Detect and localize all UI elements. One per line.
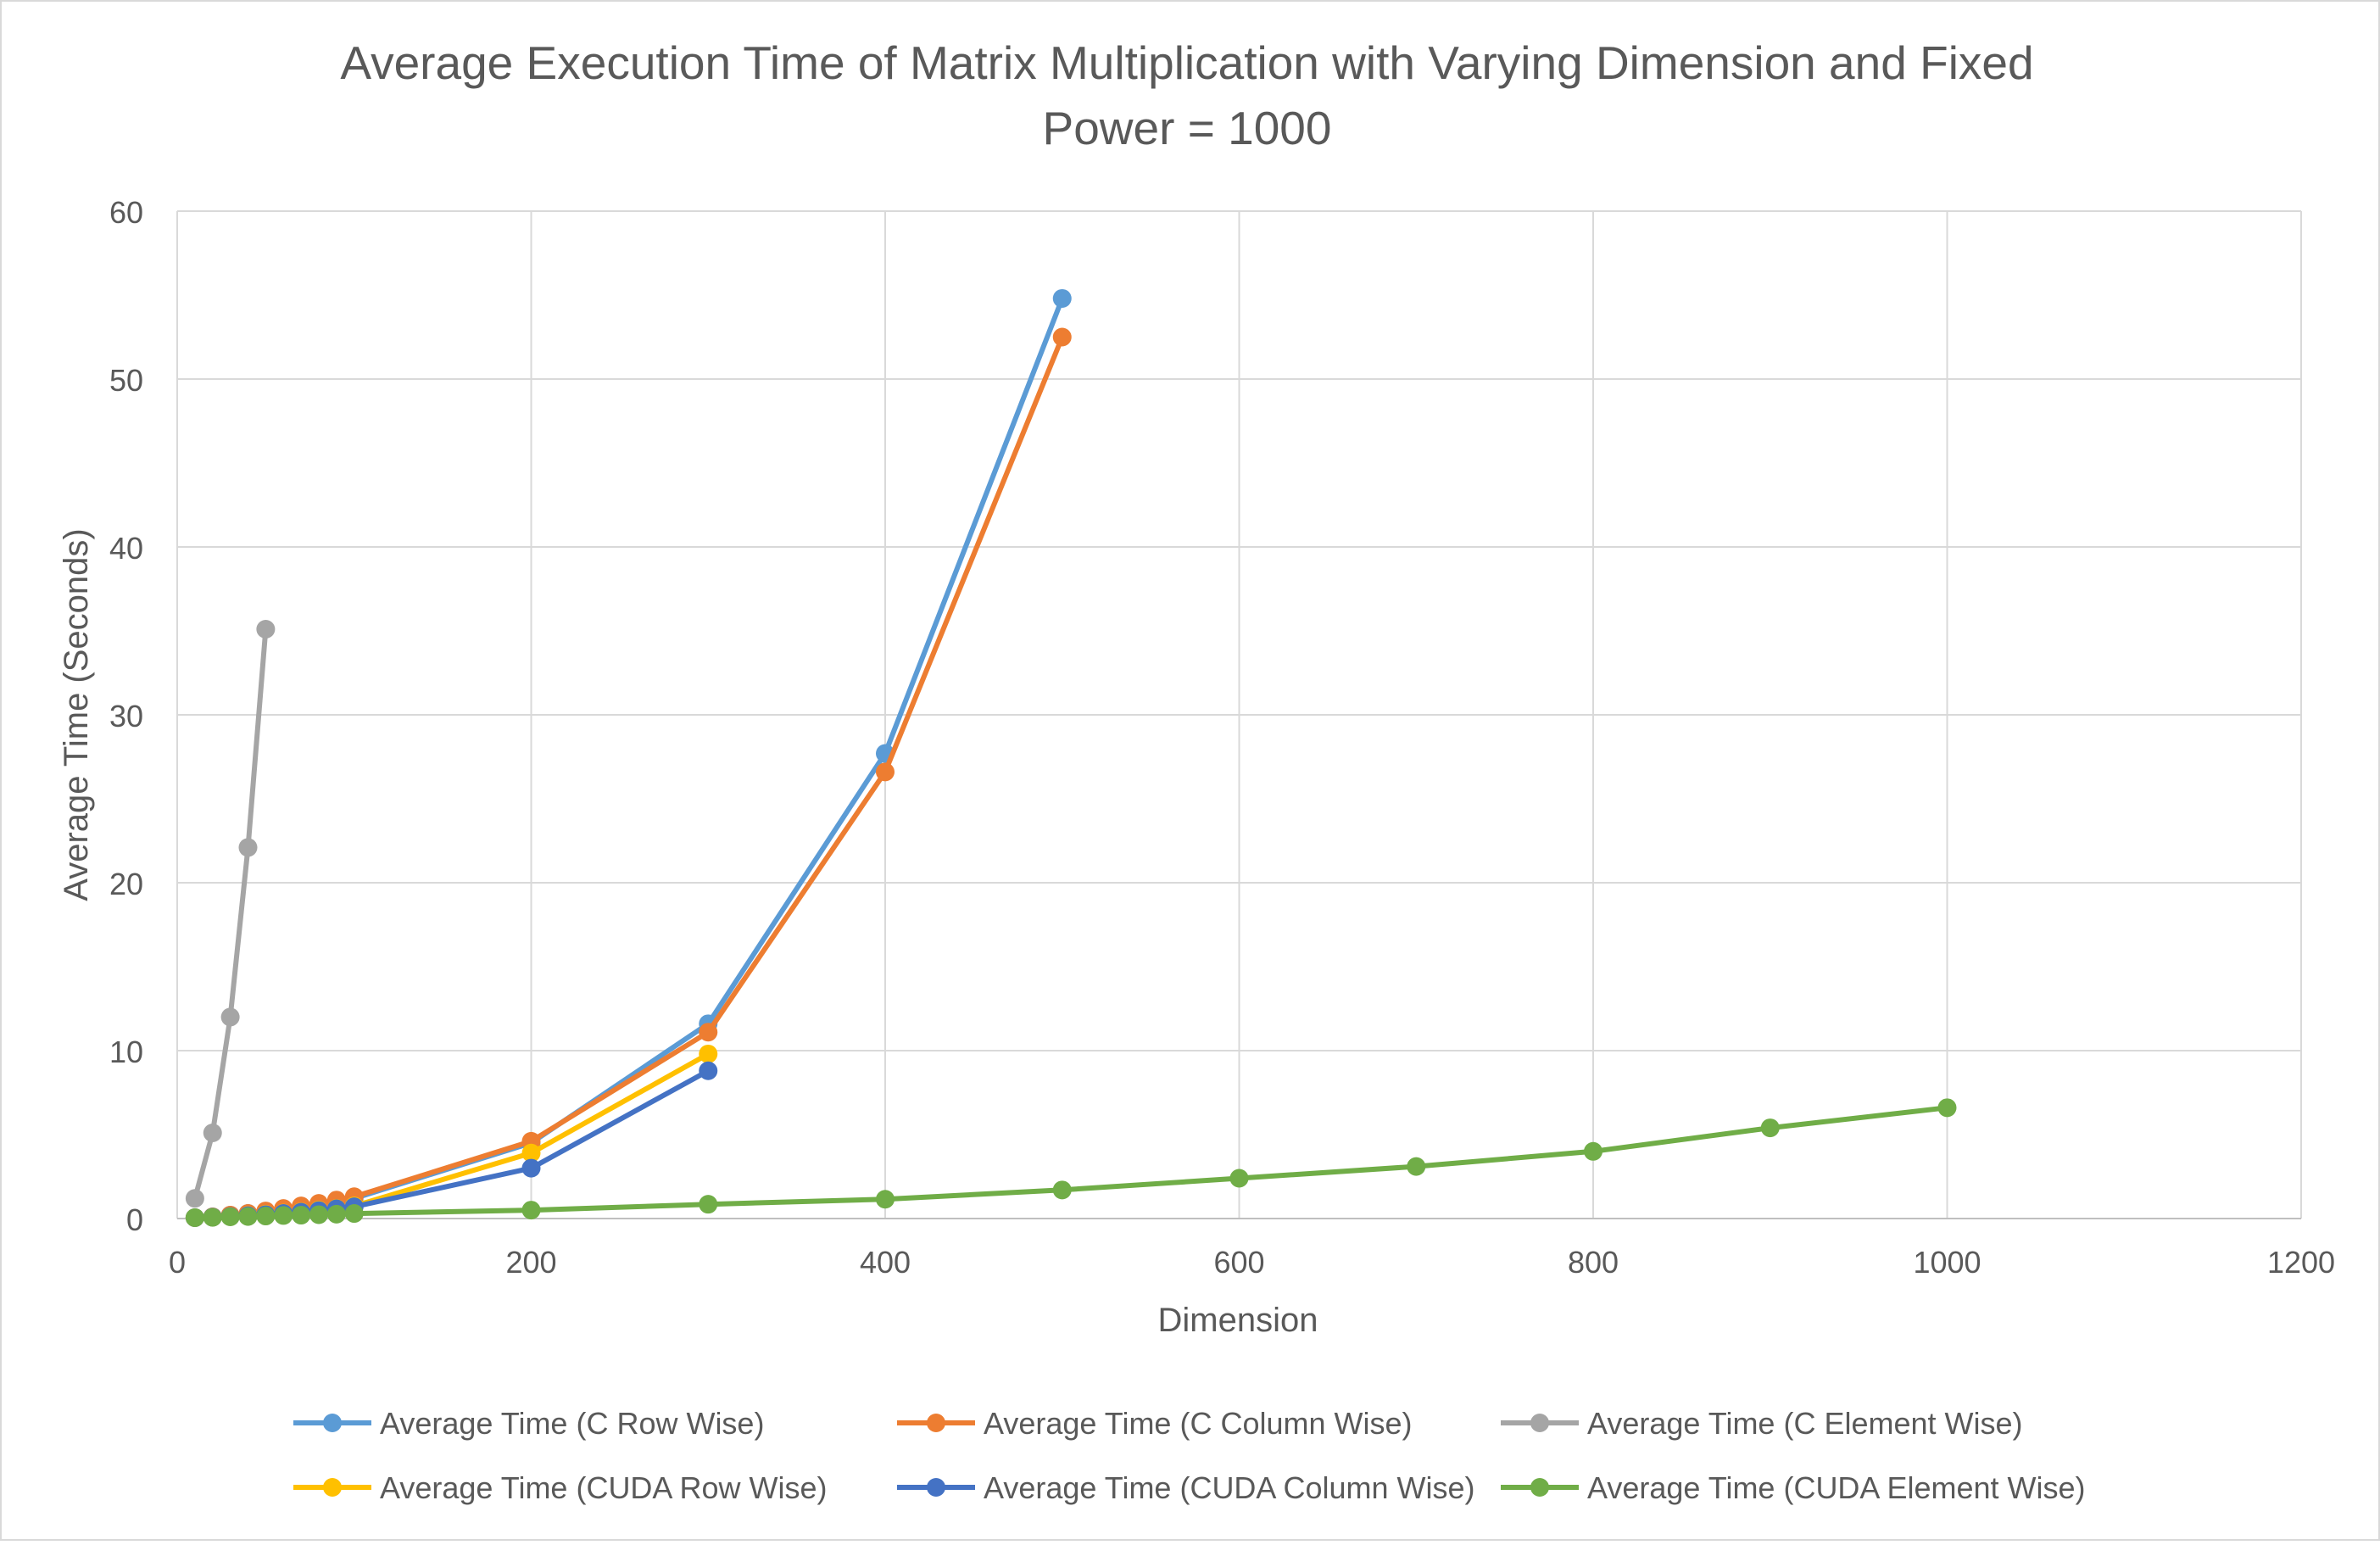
y-tick-label: 40 [109, 531, 143, 566]
data-point [256, 1207, 276, 1226]
data-point [220, 1007, 240, 1027]
data-point [326, 1204, 346, 1224]
legend-item: Average Time (C Row Wise) [293, 1406, 764, 1441]
data-point [876, 1190, 895, 1209]
legend: Average Time (C Row Wise) Average Time (C… [293, 1406, 2086, 1505]
data-point [1760, 1118, 1780, 1138]
series-lines [185, 288, 1957, 1228]
legend-label: Average Time (C Element Wise) [1587, 1406, 2023, 1441]
legend-swatch-marker [927, 1478, 945, 1497]
y-tick-label: 50 [109, 363, 143, 398]
data-point [344, 1204, 364, 1224]
data-point [203, 1124, 222, 1143]
legend-item: Average Time (CUDA Element Wise) [1501, 1470, 2086, 1505]
data-point [1052, 327, 1072, 347]
data-point [292, 1206, 311, 1225]
data-point [1052, 1180, 1072, 1200]
data-point [1229, 1169, 1249, 1188]
x-tick-label: 1000 [1913, 1245, 1981, 1280]
legend-label: Average Time (CUDA Row Wise) [380, 1470, 827, 1505]
chart-title-line-2: Power = 1000 [1043, 102, 1332, 154]
data-point [220, 1208, 240, 1227]
x-tick-label: 1200 [2267, 1245, 2335, 1280]
legend-label: Average Time (C Column Wise) [984, 1406, 1412, 1441]
legend-swatch-marker [323, 1478, 342, 1497]
x-tick-label: 800 [1568, 1245, 1619, 1280]
legend-item: Average Time (CUDA Row Wise) [293, 1470, 827, 1505]
legend-item: Average Time (CUDA Column Wise) [897, 1470, 1475, 1505]
data-point [203, 1208, 222, 1227]
data-point [1937, 1098, 1957, 1118]
data-point [521, 1158, 541, 1178]
data-point [238, 1207, 258, 1226]
series-3 [185, 620, 276, 1208]
y-tick-label: 10 [109, 1035, 143, 1069]
data-point [699, 1023, 718, 1042]
series-6 [185, 1098, 1957, 1228]
chart-title-line-1: Average Execution Time of Matrix Multipl… [340, 36, 2033, 89]
y-tick-label: 20 [109, 867, 143, 901]
x-tick-label: 600 [1213, 1245, 1264, 1280]
data-point [238, 838, 258, 857]
x-axis-label: Dimension [1158, 1302, 1318, 1339]
y-tick-label: 60 [109, 195, 143, 230]
legend-swatch-marker [1530, 1414, 1549, 1432]
x-tick-label: 0 [169, 1245, 186, 1280]
data-point [699, 1195, 718, 1214]
x-tick-label: 400 [860, 1245, 911, 1280]
data-point [1052, 288, 1072, 308]
data-point [699, 1061, 718, 1080]
legend-label: Average Time (CUDA Element Wise) [1587, 1470, 2086, 1505]
x-tick-label: 200 [505, 1245, 556, 1280]
legend-item: Average Time (C Column Wise) [897, 1406, 1412, 1441]
data-point [309, 1205, 328, 1224]
legend-label: Average Time (CUDA Column Wise) [984, 1470, 1475, 1505]
y-axis-label: Average Time (Seconds) [58, 528, 95, 901]
y-tick-label: 0 [126, 1202, 143, 1237]
data-point [1407, 1157, 1426, 1176]
data-point [876, 762, 895, 782]
data-point [185, 1208, 204, 1228]
data-point [274, 1206, 293, 1225]
legend-label: Average Time (C Row Wise) [380, 1406, 764, 1441]
data-point [521, 1201, 541, 1220]
data-point [256, 620, 276, 639]
data-point [699, 1044, 718, 1063]
data-point [521, 1143, 541, 1163]
legend-swatch-marker [323, 1414, 342, 1432]
legend-swatch-marker [927, 1414, 945, 1432]
data-point [185, 1189, 204, 1208]
legend-swatch-marker [1530, 1478, 1549, 1497]
legend-item: Average Time (C Element Wise) [1501, 1406, 2023, 1441]
data-point [1584, 1141, 1602, 1161]
y-tick-label: 30 [109, 699, 143, 733]
